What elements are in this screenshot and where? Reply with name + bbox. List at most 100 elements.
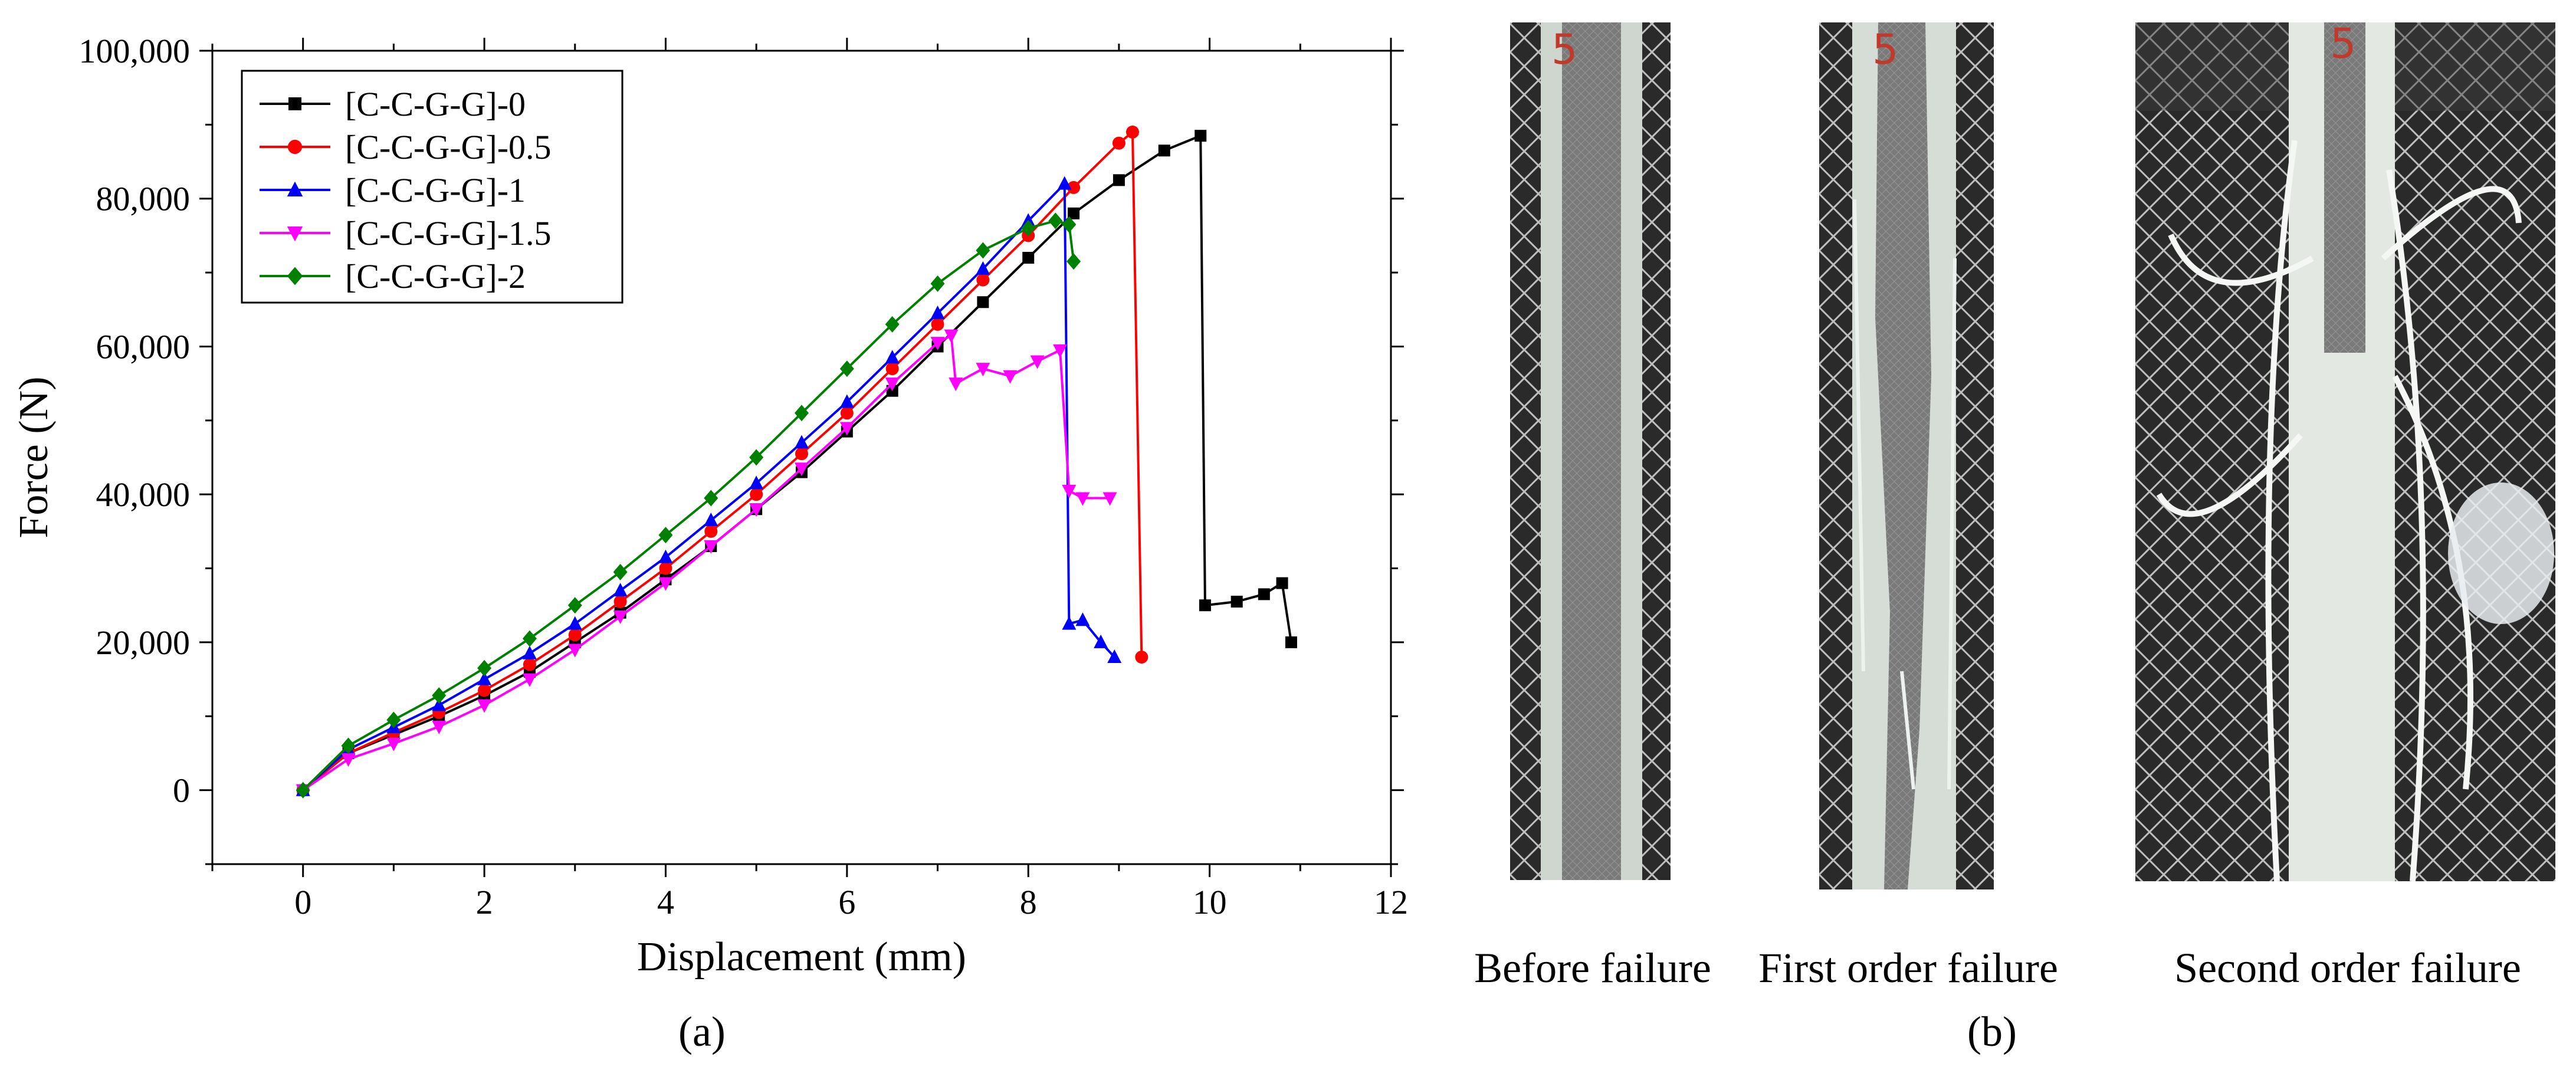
data-point: [522, 630, 537, 647]
data-point: [885, 377, 900, 392]
data-point: [839, 422, 854, 436]
data-point: [567, 644, 582, 658]
data-point: [659, 562, 672, 575]
y-tick-label: 60,000: [96, 327, 191, 366]
data-point: [1062, 216, 1077, 233]
data-point: [613, 610, 628, 625]
data-point: [1075, 612, 1090, 626]
data-point: [750, 488, 763, 501]
data-point: [386, 711, 401, 728]
data-point: [477, 699, 492, 713]
data-point: [1102, 492, 1117, 506]
series-4: [296, 212, 1081, 799]
data-point: [1075, 492, 1090, 506]
data-point: [1021, 219, 1036, 237]
subfigure-label-a: (a): [678, 1008, 726, 1055]
data-point: [1135, 650, 1148, 664]
data-point: [931, 317, 944, 331]
data-point: [839, 360, 854, 377]
data-point: [522, 673, 537, 687]
data-point: [478, 684, 491, 697]
x-tick-label: 0: [294, 883, 311, 921]
data-point: [976, 273, 990, 287]
photo-second-order-failure: 5: [2135, 22, 2555, 881]
x-tick-label: 8: [1020, 883, 1037, 921]
y-tick-label: 20,000: [96, 623, 191, 662]
data-point: [658, 527, 673, 544]
x-tick-label: 6: [838, 883, 855, 921]
caption-before-failure: Before failure: [1474, 944, 1711, 992]
plot-frame: [211, 50, 1392, 865]
data-point: [613, 563, 628, 580]
data-point: [704, 513, 718, 527]
data-point: [567, 616, 582, 630]
data-point: [1195, 130, 1207, 142]
data-point: [432, 697, 447, 711]
caption-second-order-failure: Second order failure: [2174, 944, 2521, 992]
legend-label: [C-C-G-G]-1: [345, 171, 526, 209]
data-point: [839, 394, 854, 408]
series-1: [296, 125, 1148, 797]
data-point: [885, 316, 900, 333]
data-point: [477, 671, 492, 685]
data-point: [795, 462, 809, 477]
data-point: [296, 782, 310, 799]
subfigure-label-b: (b): [1967, 1008, 2017, 1055]
data-point: [976, 261, 990, 275]
data-point: [1285, 636, 1297, 648]
data-point: [976, 242, 990, 259]
data-point: [930, 306, 945, 320]
x-tick-label: 2: [476, 883, 493, 921]
data-point: [885, 350, 900, 364]
force-displacement-chart: 0 2 4 6 8 10 12 0 20,000 40,000 60,000 80,000 100,00…: [11, 32, 1408, 980]
specimen-number-marker: 5: [1872, 25, 1899, 74]
chart-legend: [C-C-G-G]-0 [C-C-G-G]-0.5 [C-C-G-G]-1 [C-C-…: [241, 70, 624, 304]
data-point: [1067, 180, 1081, 194]
data-point: [749, 475, 764, 490]
series-line: [302, 182, 1115, 792]
data-point: [341, 737, 356, 754]
data-point: [613, 583, 628, 597]
y-tick-label: 0: [173, 772, 190, 810]
data-point: [930, 275, 945, 292]
legend-marker: [287, 226, 303, 242]
data-point: [704, 540, 718, 554]
data-point: [341, 753, 356, 767]
legend-label: [C-C-G-G]-2: [345, 257, 526, 296]
data-point: [386, 737, 401, 751]
data-point: [1053, 344, 1068, 358]
data-point: [1230, 595, 1243, 608]
photo-first-order-failure: 5: [1819, 22, 1994, 889]
data-point: [1021, 213, 1036, 227]
legend-label: [C-C-G-G]-1.5: [345, 214, 552, 252]
data-point: [1057, 176, 1072, 190]
data-point: [1022, 252, 1035, 264]
data-point: [1048, 212, 1063, 229]
legend-marker: [287, 139, 303, 155]
series-line: [302, 134, 1292, 792]
data-point: [795, 405, 809, 422]
data-point: [1276, 577, 1288, 589]
data-point: [1068, 207, 1080, 219]
chart-axes: 0 2 4 6 8 10 12 0 20,000 40,000 60,000 80,000 100,00…: [11, 32, 1408, 980]
specimen-number-marker: 5: [1551, 25, 1578, 74]
data-point: [976, 363, 990, 377]
data-point: [613, 595, 627, 608]
legend-marker: [288, 97, 301, 110]
legend-box: [241, 70, 624, 304]
data-point: [1062, 484, 1077, 498]
data-point: [658, 577, 673, 591]
data-point: [885, 362, 899, 376]
data-point: [704, 524, 718, 538]
data-point: [432, 687, 447, 704]
data-point: [944, 329, 959, 343]
data-point: [1112, 136, 1125, 150]
series-2: [296, 176, 1122, 796]
data-point: [977, 296, 989, 308]
data-point: [567, 597, 582, 614]
legend-marker: [287, 267, 303, 285]
data-point: [795, 447, 808, 461]
data-point: [432, 720, 447, 734]
data-point: [523, 658, 536, 671]
data-point: [840, 406, 854, 420]
